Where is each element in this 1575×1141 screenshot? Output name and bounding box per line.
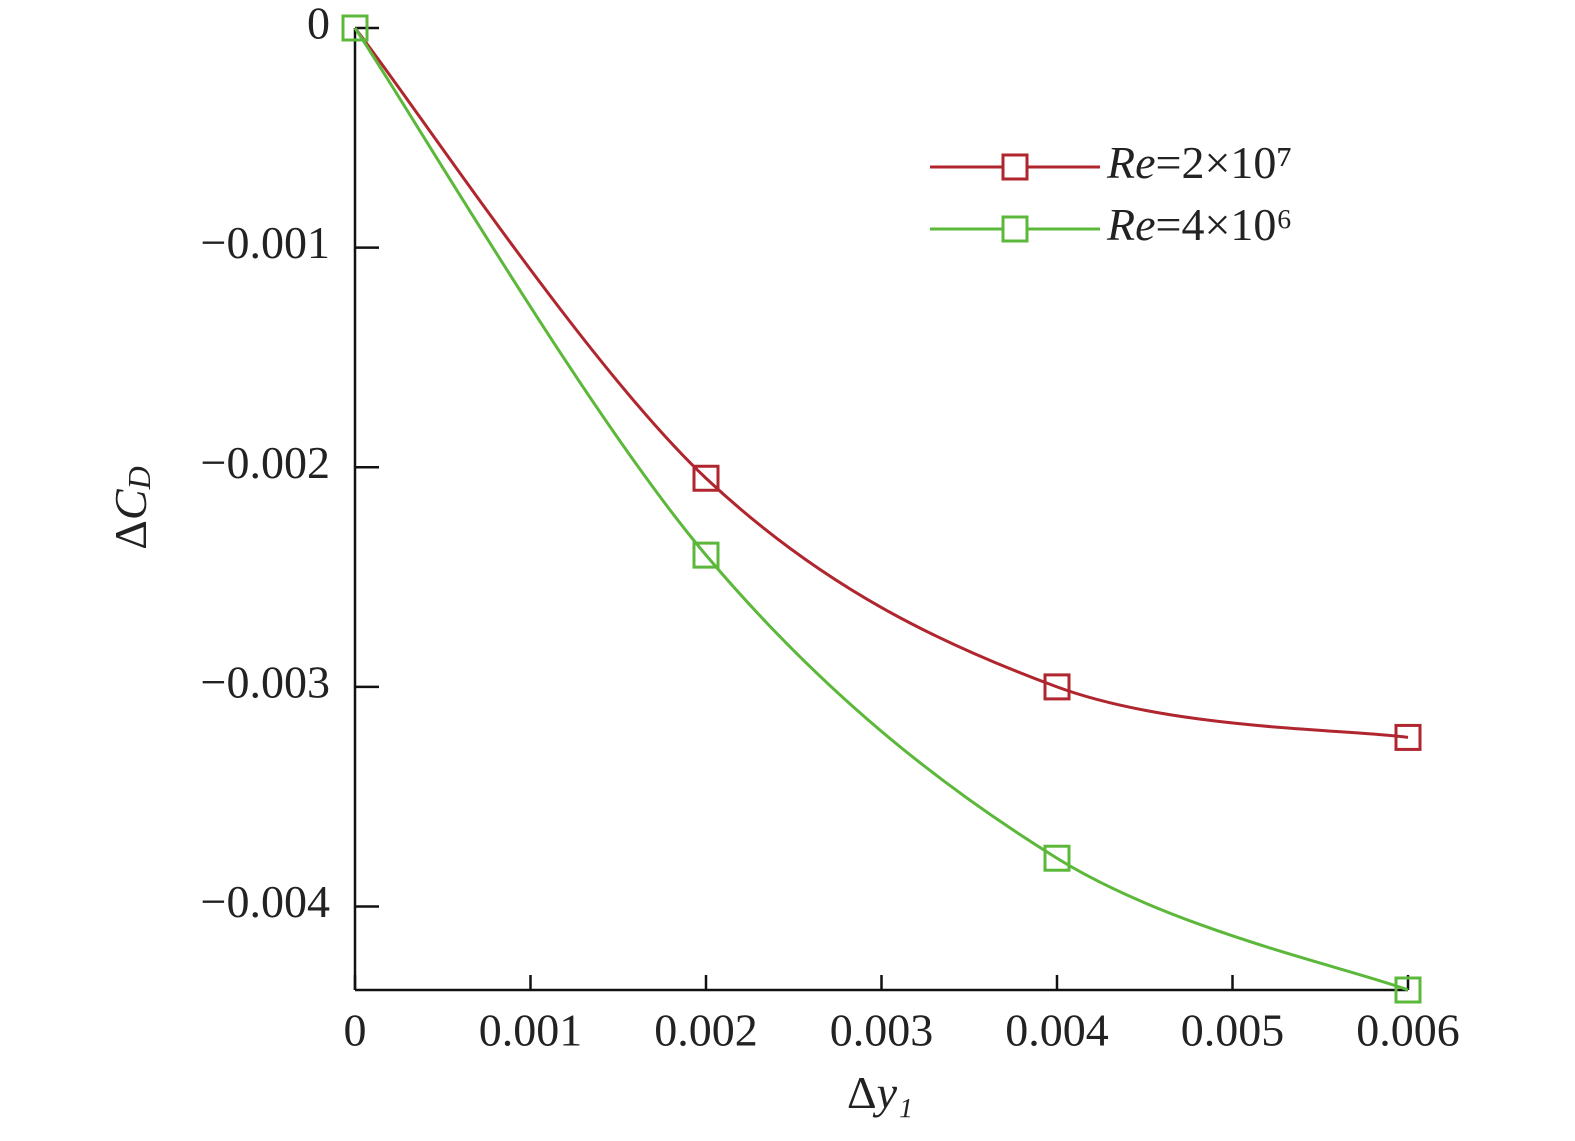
x-tick-label: 0.001 (479, 1005, 583, 1056)
y-tick-label: −0.001 (201, 217, 330, 268)
x-tick-label: 0.003 (830, 1005, 934, 1056)
marker (1043, 673, 1071, 701)
y-tick-label: −0.003 (201, 656, 330, 707)
y-axis-label: ΔCD (105, 466, 158, 549)
marker (692, 464, 720, 492)
marker (341, 14, 369, 42)
y-tick-label: −0.004 (201, 876, 330, 927)
legend-marker (1001, 153, 1029, 181)
x-tick-label: 0.006 (1356, 1005, 1460, 1056)
legend-label: Re=4×10⁶ (1106, 199, 1292, 250)
x-axis-label: Δy₁ (847, 1067, 913, 1118)
series-line (353, 27, 1409, 992)
legend-label: Re=2×10⁷ (1106, 137, 1292, 188)
marker (1394, 976, 1422, 1004)
y-tick-label: 0 (307, 0, 330, 49)
y-tick-label: −0.002 (201, 437, 330, 488)
marker (692, 541, 720, 569)
legend-marker (1001, 215, 1029, 243)
marker (1043, 844, 1071, 872)
x-tick-label: 0.002 (654, 1005, 758, 1056)
x-tick-label: 0.005 (1181, 1005, 1285, 1056)
x-tick-label: 0.004 (1005, 1005, 1109, 1056)
series-line (353, 27, 1409, 739)
x-tick-label: 0 (344, 1005, 367, 1056)
marker (1394, 723, 1422, 751)
